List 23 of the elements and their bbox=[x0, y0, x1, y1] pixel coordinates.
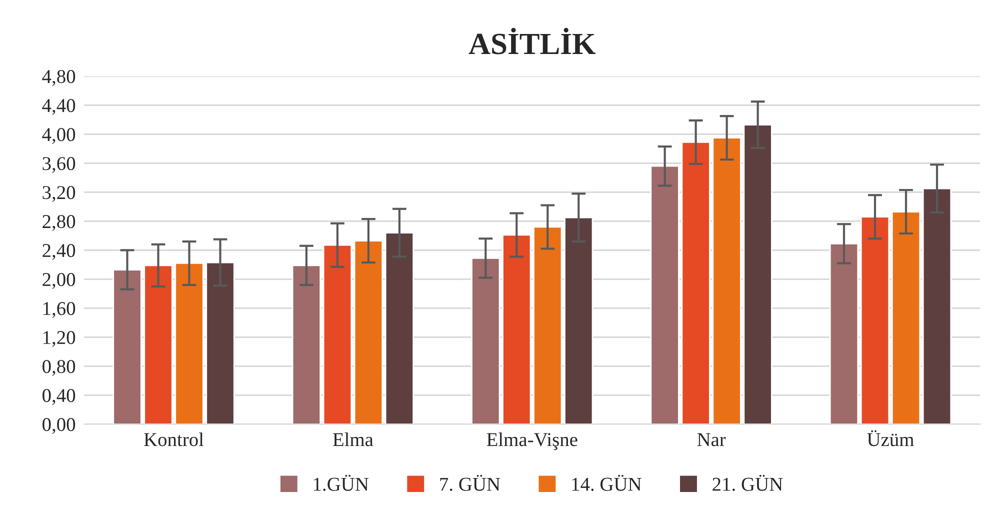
x-tick-label: Elma-Vişne bbox=[486, 432, 578, 450]
x-tick-label: Elma bbox=[332, 432, 374, 446]
y-tick-label: 0,00 bbox=[42, 418, 76, 434]
y-tick-label: 2,80 bbox=[42, 215, 76, 231]
x-tick-label: Üzüm bbox=[867, 430, 914, 446]
legend-label: 1.GÜN bbox=[314, 474, 369, 491]
y-tick-label: 1,60 bbox=[44, 302, 76, 318]
legend-label: 14. GÜN bbox=[572, 474, 642, 491]
y-tick-label: 4,80 bbox=[42, 70, 76, 86]
y-tick-label: 4,00 bbox=[42, 128, 76, 144]
legend-label: 21. GÜN bbox=[712, 474, 783, 491]
y-tick-label: 3,60 bbox=[42, 157, 76, 173]
y-tick-label: 2,00 bbox=[42, 273, 76, 289]
y-tick-label: 0,40 bbox=[42, 388, 76, 405]
chart-title: ASİTLİK bbox=[468, 28, 596, 54]
x-tick-label: Nar bbox=[697, 433, 726, 446]
y-tick-label: 2,40 bbox=[42, 244, 76, 260]
legend-label: 7. GÜN bbox=[440, 474, 500, 491]
x-tick-label: Kontrol bbox=[144, 432, 204, 446]
y-tick-label: 0,80 bbox=[42, 360, 76, 376]
y-tick-label: 4,40 bbox=[42, 99, 76, 115]
y-tick-label: 3,20 bbox=[42, 186, 76, 202]
y-tick-label: 1,20 bbox=[44, 331, 76, 347]
